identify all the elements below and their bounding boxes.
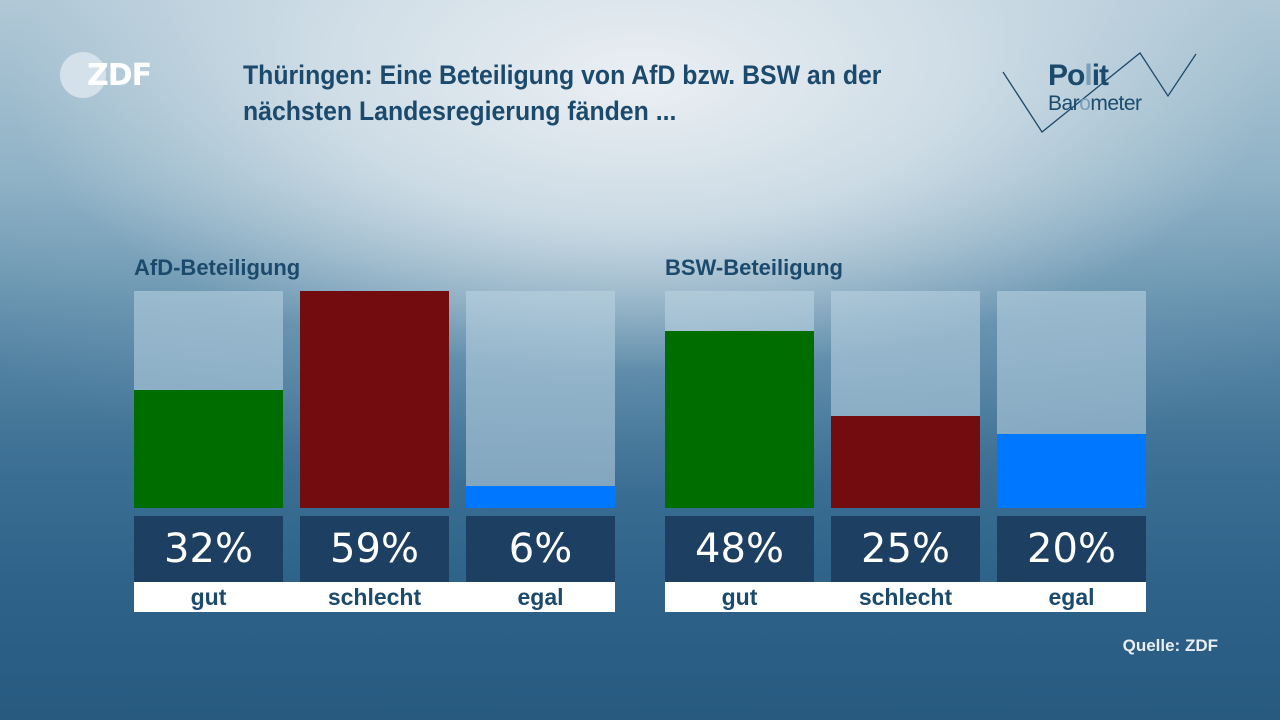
data-label-bsw-beteiligung-egal: 20% [997,516,1146,582]
source-note: Quelle: ZDF [1122,636,1218,655]
chart-title: Thüringen: Eine Beteiligung von AfD bzw.… [243,60,882,126]
data-label-afd-beteiligung-gut: 32% [134,516,283,582]
politbarometer-logo-line1: Polit [1048,59,1109,92]
category-label-afd-beteiligung-schlecht: schlecht [327,584,422,610]
category-label-bsw-beteiligung-egal: egal [1048,584,1095,610]
category-label-bsw-beteiligung-schlecht: schlecht [858,584,953,610]
bar-bsw-beteiligung-egal [997,434,1146,508]
bar-background [300,291,449,508]
bar-background [997,291,1146,508]
bar-background [831,291,980,508]
politbarometer-logo: Polit Barometer [1000,50,1200,140]
category-strip-bsw-beteiligung [665,582,1146,612]
bar-afd-beteiligung-schlecht [300,291,449,508]
bar-background [134,291,283,508]
zdf-logo-text: ZDF [87,58,152,93]
bar-background [665,291,814,508]
data-label-bsw-beteiligung-schlecht: 25% [831,516,980,582]
group-title-afd-beteiligung: AfD-Beteiligung [134,255,301,280]
politbarometer-logo-line2: Barometer [1048,92,1142,115]
zdf-logo: ZDF [60,50,180,100]
bar-bsw-beteiligung-gut [665,331,814,508]
data-label-bsw-beteiligung-gut: 48% [665,516,814,582]
data-label-afd-beteiligung-schlecht: 59% [300,516,449,582]
category-label-afd-beteiligung-gut: gut [190,584,227,610]
politbarometer-zigzag-icon [1002,52,1197,133]
bar-afd-beteiligung-egal [466,486,615,508]
data-label-afd-beteiligung-egal: 6% [466,516,615,582]
bar-bsw-beteiligung-schlecht [831,416,980,508]
bar-afd-beteiligung-gut [134,390,283,508]
category-label-bsw-beteiligung-gut: gut [721,584,758,610]
bar-background [466,291,615,508]
group-title-bsw-beteiligung: BSW-Beteiligung [665,255,843,280]
category-label-afd-beteiligung-egal: egal [517,584,564,610]
zdf-logo-circle [60,52,106,98]
category-strip-afd-beteiligung [134,582,615,612]
